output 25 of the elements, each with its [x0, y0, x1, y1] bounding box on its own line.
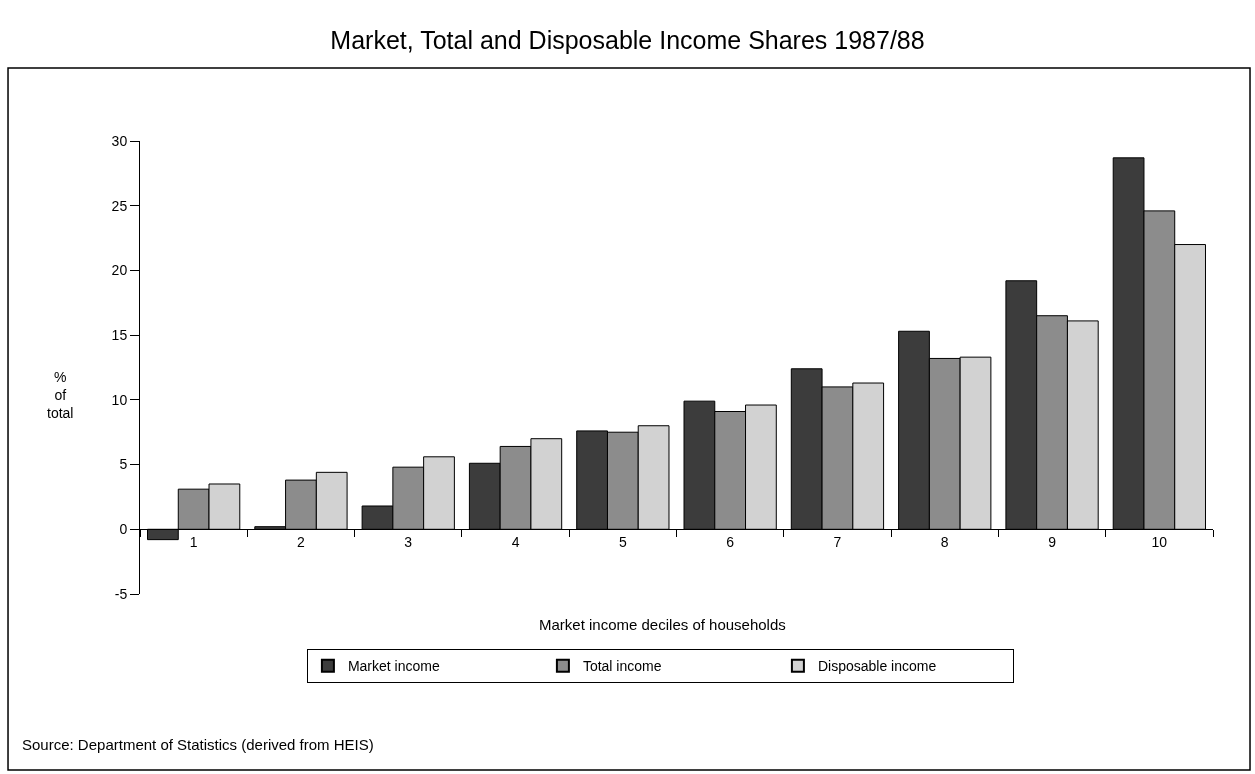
x-tick-label: 9 — [1048, 534, 1057, 551]
y-tick-label: 0 — [119, 521, 128, 538]
x-axis-title: Market income deciles of households — [539, 616, 786, 633]
x-tick-label: 2 — [297, 534, 306, 551]
legend-label: Disposable income — [817, 658, 937, 675]
x-tick-label: 7 — [833, 534, 842, 551]
chart-title: Market, Total and Disposable Income Shares 1987/88 — [330, 26, 925, 54]
x-tick-label: 8 — [940, 534, 949, 551]
x-tick-label: 6 — [726, 534, 735, 551]
y-tick-label: -5 — [114, 585, 128, 602]
y-tick-label: 30 — [111, 132, 128, 149]
y-tick-label: 20 — [111, 262, 128, 279]
source-note: Source: Department of Statistics (derived from HEIS) — [22, 736, 374, 753]
y-tick-label: 25 — [111, 197, 128, 214]
x-tick-label: 10 — [1151, 534, 1168, 551]
legend-label: Total income — [582, 658, 662, 675]
y-tick-label: 5 — [119, 456, 128, 473]
x-tick-label: 5 — [618, 534, 627, 551]
x-tick-label: 4 — [511, 534, 520, 551]
x-tick-label: 3 — [404, 534, 413, 551]
y-tick-label: 15 — [111, 327, 128, 344]
y-axis-title: % of total — [47, 369, 74, 422]
x-tick-label: 1 — [189, 534, 198, 551]
y-tick-label: 10 — [111, 391, 128, 408]
legend-label: Market income — [347, 658, 440, 675]
